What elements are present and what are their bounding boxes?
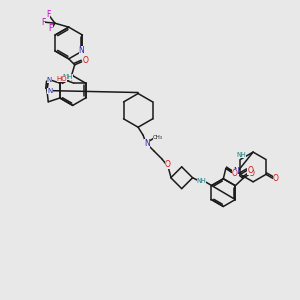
Text: NH: NH: [196, 178, 206, 184]
Text: N: N: [233, 167, 239, 176]
Text: F: F: [46, 10, 50, 19]
Text: O: O: [83, 56, 88, 65]
Text: N: N: [144, 139, 150, 148]
Text: NH: NH: [62, 74, 73, 80]
Text: O: O: [273, 174, 279, 183]
Text: HO: HO: [56, 76, 67, 82]
Text: N: N: [46, 77, 52, 83]
Text: NH: NH: [236, 152, 246, 158]
Text: N: N: [47, 88, 52, 94]
Text: CH₃: CH₃: [153, 135, 163, 140]
Text: F: F: [49, 24, 53, 33]
Text: O: O: [232, 169, 238, 178]
Text: O: O: [165, 160, 171, 169]
Text: O: O: [247, 166, 253, 175]
Text: F: F: [41, 18, 45, 27]
Text: O: O: [249, 169, 255, 178]
Text: N: N: [79, 46, 84, 56]
